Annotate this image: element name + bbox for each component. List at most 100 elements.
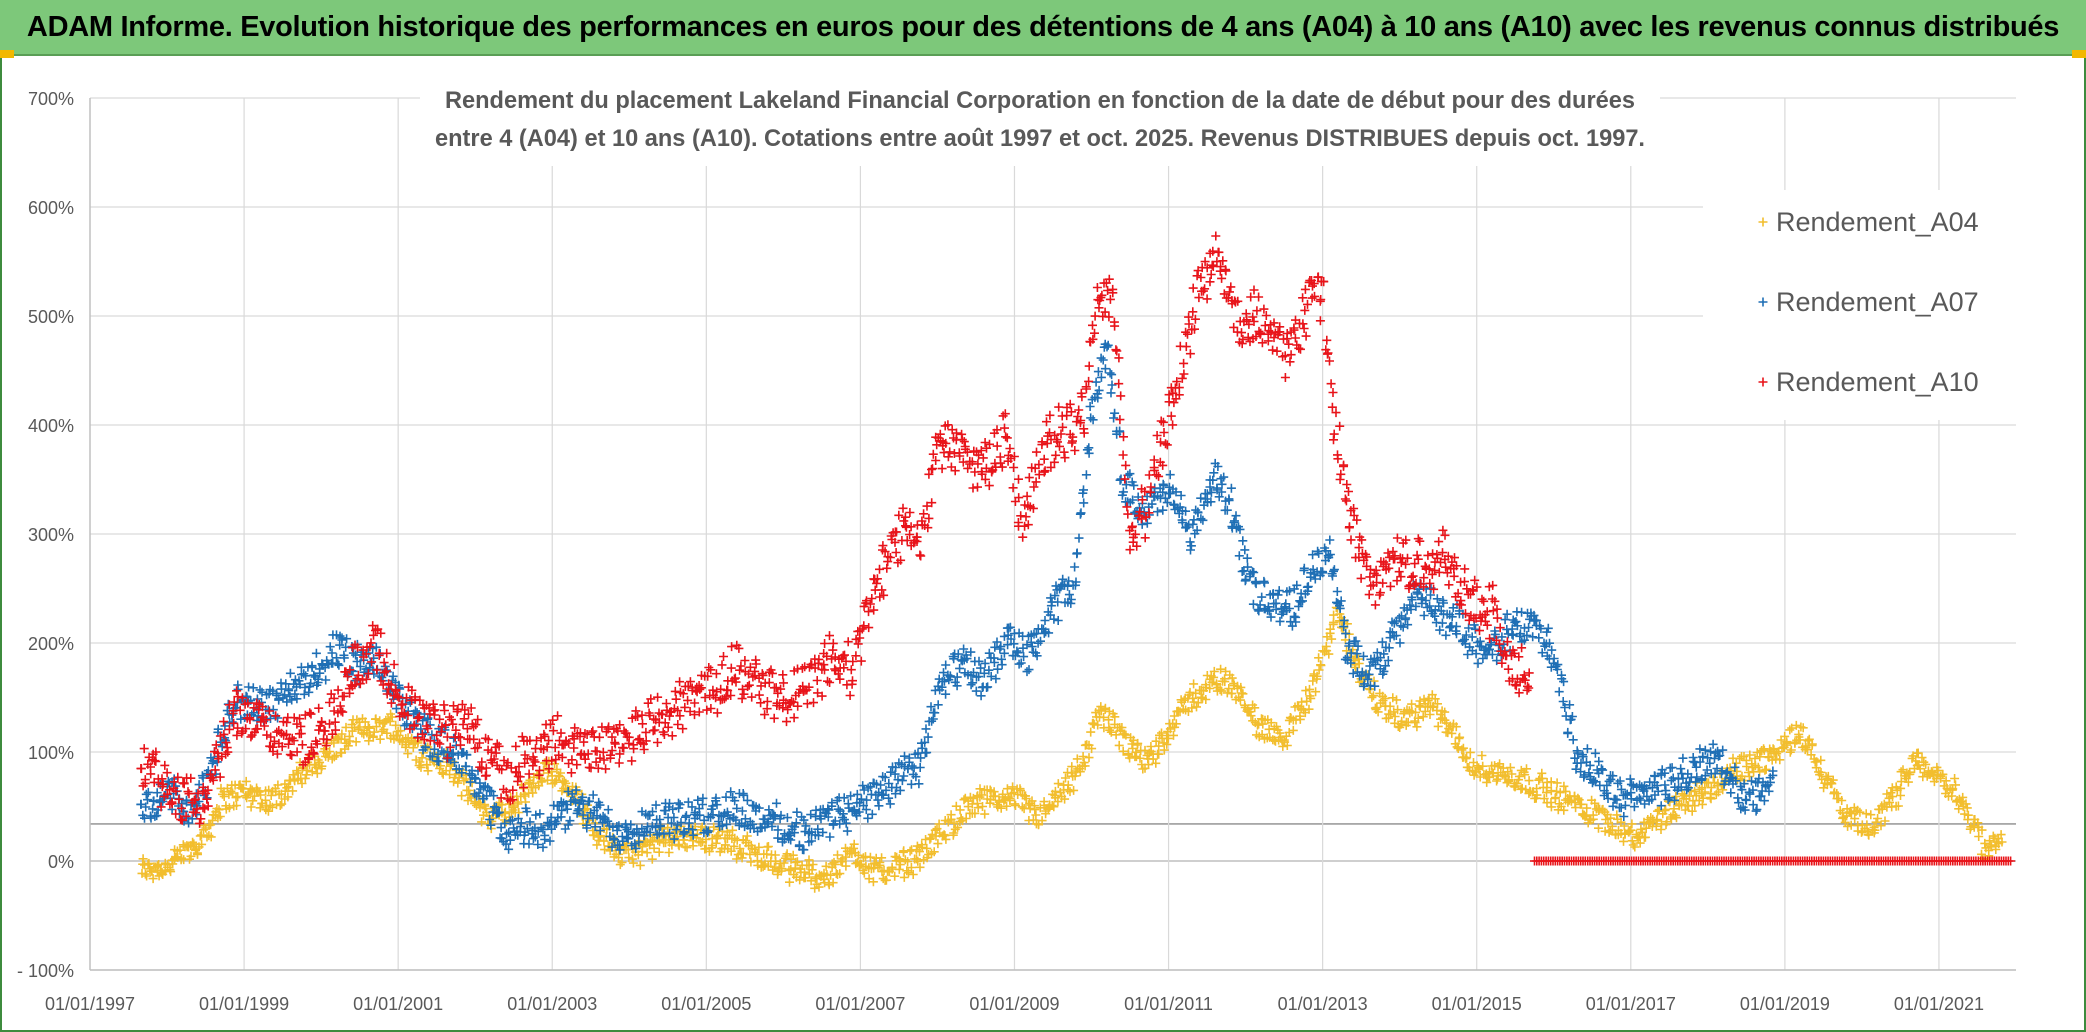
data-point — [1125, 469, 1135, 479]
data-point — [297, 779, 307, 788]
data-point — [481, 763, 491, 773]
data-point — [940, 831, 950, 841]
data-point — [1105, 725, 1115, 735]
data-point — [1407, 699, 1417, 709]
data-point — [550, 777, 560, 787]
data-point — [1296, 597, 1306, 607]
data-point — [417, 753, 427, 763]
data-point — [1367, 692, 1377, 702]
data-point — [206, 832, 216, 842]
data-point — [693, 795, 703, 805]
data-point — [875, 858, 885, 867]
data-point — [368, 731, 378, 741]
data-point — [998, 411, 1008, 421]
data-point — [1921, 759, 1931, 769]
data-point — [1189, 679, 1199, 689]
data-point — [1988, 831, 1998, 841]
data-point — [934, 819, 944, 829]
data-point — [1096, 353, 1106, 363]
data-point — [1153, 749, 1163, 759]
data-point — [475, 802, 485, 812]
data-point — [977, 790, 987, 800]
data-point — [1745, 750, 1755, 760]
data-point — [1933, 766, 1943, 776]
data-point — [1561, 786, 1571, 796]
data-point — [671, 694, 681, 704]
data-point — [875, 564, 884, 574]
data-point — [1977, 849, 1986, 859]
data-point — [434, 757, 444, 766]
data-point — [1320, 647, 1330, 657]
data-point — [1030, 805, 1040, 815]
data-point — [1105, 368, 1115, 378]
data-point — [306, 678, 316, 688]
data-point — [144, 858, 154, 868]
data-point — [485, 815, 495, 824]
chart-title-line: Rendement du placement Lakeland Financia… — [445, 87, 1635, 114]
data-point — [1207, 677, 1217, 687]
data-point — [481, 804, 491, 814]
data-point — [1022, 667, 1032, 677]
data-point — [1615, 776, 1625, 786]
data-point — [1074, 533, 1084, 543]
data-point — [835, 869, 845, 879]
data-point — [1669, 804, 1679, 814]
data-point — [1088, 320, 1097, 330]
data-point — [454, 773, 464, 783]
data-point — [820, 639, 830, 648]
data-point — [301, 671, 311, 681]
data-point — [1386, 581, 1395, 591]
data-point — [1726, 788, 1736, 798]
data-point — [1110, 712, 1120, 722]
data-point — [1098, 355, 1108, 365]
data-point — [355, 662, 365, 671]
data-point — [1131, 747, 1141, 757]
data-point — [641, 727, 651, 737]
data-point — [437, 768, 447, 778]
data-point — [1896, 791, 1905, 800]
data-point — [747, 692, 757, 702]
data-point — [978, 802, 987, 811]
data-point — [1085, 402, 1095, 411]
data-point — [1473, 658, 1483, 668]
data-point — [863, 813, 873, 823]
data-point — [142, 871, 152, 881]
data-point — [777, 864, 787, 874]
data-point — [282, 697, 292, 707]
data-point — [1385, 633, 1395, 643]
data-point — [385, 716, 395, 726]
data-point — [973, 482, 982, 492]
data-point — [2006, 856, 2016, 866]
data-point — [1021, 512, 1031, 522]
data-point — [904, 868, 913, 878]
data-point — [795, 875, 805, 885]
data-point — [701, 835, 711, 844]
data-point — [642, 848, 652, 858]
data-point — [1873, 814, 1883, 823]
data-point — [973, 459, 983, 469]
data-point — [489, 791, 499, 801]
data-point — [1260, 578, 1269, 588]
data-point — [744, 680, 754, 690]
data-point — [614, 821, 624, 831]
data-point — [1312, 671, 1322, 681]
data-point — [874, 801, 884, 811]
data-point — [1845, 807, 1855, 817]
data-point — [411, 706, 420, 716]
data-point — [1336, 469, 1346, 479]
data-point — [470, 773, 480, 783]
data-point — [453, 778, 463, 788]
data-point — [364, 736, 374, 746]
data-point — [315, 668, 325, 678]
data-point — [1151, 758, 1161, 768]
data-point — [1123, 749, 1133, 759]
data-point — [737, 694, 747, 704]
data-point — [233, 792, 243, 802]
data-point — [675, 711, 685, 721]
data-point — [1339, 460, 1349, 470]
data-point — [704, 663, 714, 672]
data-point — [357, 647, 366, 657]
data-point — [1235, 695, 1245, 705]
data-point — [1812, 757, 1822, 767]
data-point — [1640, 832, 1650, 842]
